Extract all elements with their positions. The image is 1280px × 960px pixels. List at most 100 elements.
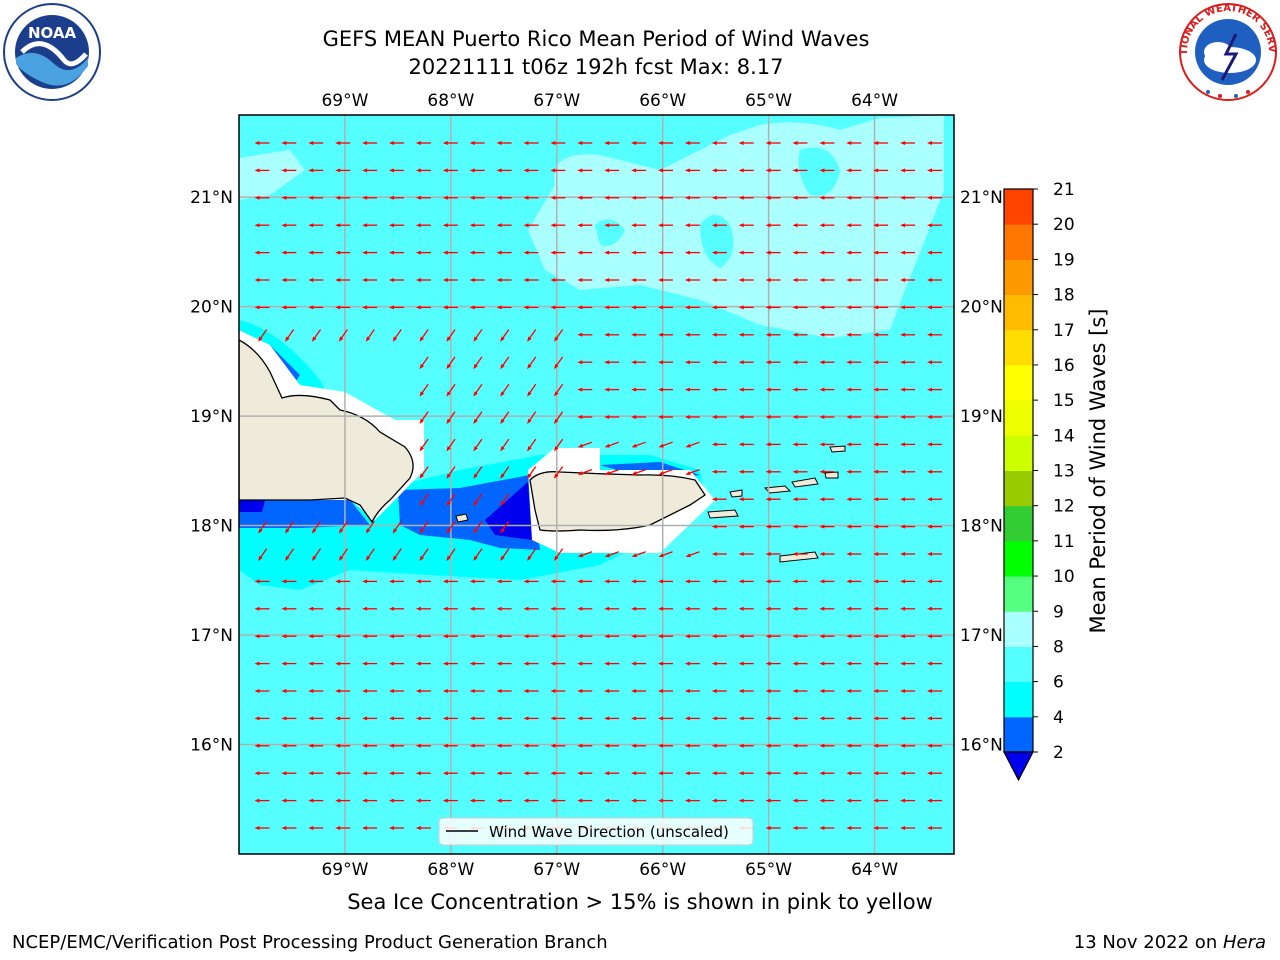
wave-direction-arrow — [442, 195, 458, 200]
wave-direction-arrow — [308, 579, 324, 584]
wave-direction-arrow — [554, 356, 564, 370]
wave-direction-arrow — [469, 689, 485, 693]
wave-direction-arrow — [927, 141, 942, 145]
wave-direction-arrow — [554, 411, 564, 424]
chart-title: GEFS MEAN Puerto Rico Mean Period of Win… — [322, 27, 870, 51]
wave-direction-arrow — [765, 634, 781, 639]
wave-direction-arrow — [335, 195, 351, 200]
colorbar-label: Mean Period of Wind Waves [s] — [1086, 309, 1110, 634]
wave-direction-arrow — [684, 223, 700, 228]
wave-direction-arrow — [604, 551, 620, 558]
wave-direction-arrow — [577, 415, 593, 419]
wave-direction-arrow — [389, 716, 404, 721]
wave-direction-arrow — [335, 168, 351, 173]
wave-direction-arrow — [550, 195, 566, 200]
wave-direction-arrow — [389, 826, 404, 830]
wave-direction-arrow — [792, 743, 808, 748]
wave-direction-arrow — [523, 606, 539, 611]
wave-direction-arrow — [873, 689, 889, 693]
wave-direction-arrow — [419, 548, 429, 561]
wave-direction-arrow — [604, 441, 620, 448]
wave-direction-arrow — [442, 168, 458, 173]
wave-direction-arrow — [554, 383, 564, 397]
contour-6-8s-hole-1 — [700, 215, 734, 268]
wave-direction-arrow — [900, 332, 916, 337]
wave-direction-arrow — [738, 332, 754, 337]
wave-direction-arrow — [684, 634, 700, 639]
lon-tick-label-top: 64°W — [851, 91, 898, 111]
wave-direction-arrow — [738, 168, 754, 173]
lat-tick-label-right: 20°N — [960, 298, 1003, 318]
wave-direction-arrow — [792, 141, 808, 145]
wave-direction-arrow — [846, 743, 862, 748]
wave-direction-arrow — [927, 168, 942, 173]
colorbar-tick-label: 19 — [1053, 250, 1075, 270]
wave-direction-arrow — [927, 826, 942, 830]
wave-direction-arrow — [738, 771, 754, 776]
wave-direction-arrow — [604, 743, 620, 748]
wave-direction-arrow — [927, 469, 942, 474]
wave-direction-arrow — [738, 250, 754, 255]
wave-direction-arrow — [469, 223, 485, 228]
wave-direction-arrow — [335, 579, 351, 584]
colorbar-tick-label: 9 — [1053, 602, 1064, 622]
wave-direction-arrow — [738, 141, 754, 145]
wave-direction-arrow — [846, 250, 862, 255]
wave-direction-arrow — [846, 798, 862, 803]
wave-direction-arrow — [442, 716, 458, 721]
wave-direction-arrow — [900, 606, 916, 611]
wave-direction-arrow — [792, 415, 808, 419]
wave-direction-arrow — [900, 250, 916, 255]
wave-direction-arrow — [550, 634, 566, 639]
wave-direction-arrow — [604, 798, 620, 803]
wave-direction-arrow — [846, 716, 862, 721]
wave-direction-arrow — [442, 305, 458, 310]
wave-direction-arrow — [711, 332, 727, 337]
wave-direction-arrow — [308, 743, 324, 748]
wave-direction-arrow — [362, 606, 378, 611]
wave-direction-arrow — [335, 250, 351, 255]
wave-direction-arrow — [415, 771, 431, 776]
wave-direction-arrow — [738, 579, 754, 584]
colorbar-tick-label: 18 — [1053, 286, 1075, 306]
wave-direction-arrow — [392, 329, 402, 342]
wave-direction-arrow — [469, 141, 485, 145]
wave-direction-arrow — [873, 168, 889, 173]
colorbar-bin — [1004, 400, 1033, 436]
wave-direction-arrow — [711, 442, 727, 447]
footer-host: Hera — [1222, 932, 1266, 953]
contour-below-2s-west — [239, 500, 265, 512]
wave-direction-arrow — [684, 689, 700, 693]
wave-direction-arrow — [792, 168, 808, 173]
wave-direction-arrow — [684, 141, 700, 145]
wave-direction-arrow — [873, 250, 889, 255]
wave-direction-arrow — [258, 329, 268, 342]
wave-direction-arrow — [658, 168, 673, 173]
colorbar-bin — [1004, 470, 1033, 507]
noaa-logo: NOAA — [3, 3, 101, 101]
lat-tick-label-left: 20°N — [190, 298, 233, 318]
wave-direction-arrow — [873, 469, 889, 474]
wave-direction-arrow — [900, 579, 916, 584]
wave-direction-arrow — [684, 606, 700, 611]
wave-direction-arrow — [335, 716, 351, 721]
wave-direction-arrow — [765, 689, 781, 693]
wave-direction-arrow — [446, 493, 456, 507]
wave-direction-arrow — [819, 606, 835, 611]
wave-direction-arrow — [846, 497, 862, 502]
wave-direction-arrow — [792, 250, 808, 255]
wave-direction-arrow — [469, 579, 485, 584]
lon-tick-label-top: 65°W — [745, 91, 792, 111]
wave-direction-arrow — [765, 415, 781, 419]
wave-direction-arrow — [415, 141, 431, 145]
wave-direction-arrow — [308, 716, 324, 721]
wave-direction-arrow — [658, 551, 673, 558]
wave-direction-arrow — [419, 383, 429, 397]
wave-direction-arrow — [254, 689, 270, 693]
wave-direction-arrow — [684, 387, 700, 392]
wave-direction-arrow — [927, 661, 942, 666]
map-gridlines — [239, 115, 954, 854]
wave-direction-arrow — [819, 826, 835, 830]
wave-direction-arrow — [550, 798, 566, 803]
wave-direction-arrow — [658, 332, 673, 337]
